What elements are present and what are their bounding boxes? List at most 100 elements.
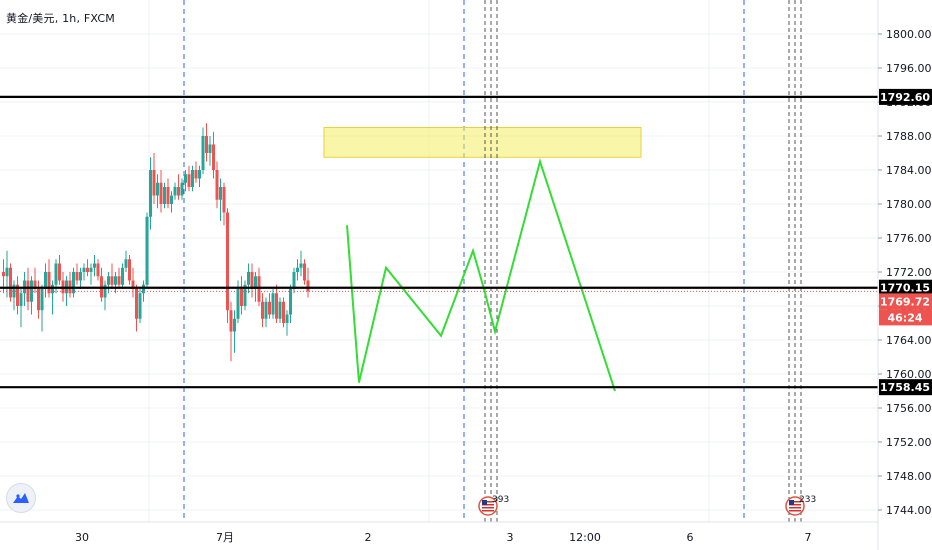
candle-body	[194, 170, 198, 179]
candle-body	[299, 263, 303, 268]
event-lines	[484, 0, 802, 522]
candle-body	[278, 301, 282, 319]
candle-body	[54, 263, 58, 285]
candle-body	[5, 267, 9, 277]
candle-body	[257, 276, 261, 302]
candle-body	[40, 289, 44, 311]
y-tick-label: 1756.00	[886, 402, 932, 415]
candle-body	[177, 187, 180, 196]
us-flag-icon: 233	[785, 495, 816, 516]
flag-stripe	[789, 510, 801, 512]
candle-body	[145, 216, 149, 285]
candle-body	[261, 301, 264, 319]
candle-body	[226, 212, 229, 311]
candle-body	[215, 170, 219, 200]
x-tick-label: 7月	[216, 531, 234, 544]
candle-body	[198, 170, 201, 179]
candle-body	[12, 284, 16, 298]
y-tick-label: 1800.00	[886, 28, 932, 41]
flag-stripe	[482, 507, 494, 509]
candle-body	[201, 136, 205, 170]
candle-body	[271, 293, 275, 315]
candle-body	[131, 280, 135, 289]
y-tick-label: 1744.00	[886, 504, 932, 517]
candle-body	[222, 187, 226, 213]
candle-body	[33, 280, 37, 289]
candle-body	[236, 289, 240, 319]
event-marker-count: 393	[492, 495, 509, 505]
candle-body	[96, 263, 100, 277]
candle-body	[289, 289, 292, 315]
candle-body	[173, 187, 177, 196]
tradingview-icon[interactable]	[6, 483, 36, 513]
y-tick-label: 1776.00	[886, 232, 932, 245]
candle-body	[110, 276, 114, 285]
candle-body	[282, 301, 285, 323]
candle-body	[75, 272, 79, 281]
candle-body	[163, 187, 166, 204]
flag-stripe	[482, 510, 494, 512]
flag-stripe	[789, 507, 801, 509]
level-price-label: 1792.60	[880, 91, 930, 104]
candle-body	[152, 170, 156, 196]
y-tick-label: 1788.00	[886, 130, 932, 143]
candle-body	[296, 267, 299, 272]
symbol-title: 黄金/美元, 1h, FXCM	[6, 12, 115, 25]
candle-body	[135, 289, 138, 319]
candle-body	[93, 263, 96, 268]
candle-body	[124, 259, 128, 268]
y-tick-label: 1748.00	[886, 470, 932, 483]
last-price-tag	[879, 293, 932, 310]
candle-body	[2, 272, 5, 277]
candle-body	[142, 284, 145, 294]
projection-line	[346, 157, 616, 392]
y-tick-label: 1772.00	[886, 266, 932, 279]
level-price-label: 1770.15	[880, 282, 930, 295]
projection-path[interactable]	[346, 157, 616, 392]
candle-body	[82, 267, 86, 272]
candle-body	[184, 174, 187, 183]
x-tick-label: 3	[507, 531, 514, 544]
level-price-tag	[879, 88, 932, 105]
candle-body	[138, 293, 142, 319]
candle-body	[16, 284, 19, 306]
y-tick-label: 1780.00	[886, 198, 932, 211]
candle-body	[306, 280, 310, 292]
countdown-tag	[879, 309, 932, 326]
countdown-label: 46:24	[887, 311, 922, 324]
level-price-label: 1758.45	[880, 381, 930, 394]
flag-stripe	[482, 504, 494, 506]
candle-body	[303, 263, 306, 281]
flag-canton	[789, 500, 794, 505]
y-tick-label: 1784.00	[886, 164, 932, 177]
candle-body	[44, 272, 47, 289]
candle-body	[72, 272, 75, 294]
level-price-tag	[879, 279, 932, 296]
x-tick-label: 12:00	[569, 531, 601, 544]
candle-body	[275, 293, 278, 319]
candle-body	[37, 289, 40, 311]
x-tick-label: 7	[805, 531, 812, 544]
flag-canton	[482, 500, 487, 505]
flag-stripe	[482, 501, 494, 503]
event-markers[interactable]: 393 233	[478, 495, 816, 516]
candle-body	[187, 174, 191, 187]
resistance-zone-box	[323, 127, 642, 158]
candle-body	[121, 267, 124, 285]
resistance-zone[interactable]	[323, 127, 642, 158]
candle-body	[79, 272, 82, 281]
logo-glyph	[13, 493, 29, 503]
candle-body	[212, 144, 215, 170]
candle-body	[128, 259, 131, 281]
candle-body	[89, 267, 93, 272]
candle-body	[86, 267, 89, 272]
y-tick-label: 1796.00	[886, 62, 932, 75]
flag-stripe	[789, 501, 801, 503]
candle-body	[219, 187, 222, 200]
candle-body	[240, 289, 243, 306]
candle-body	[170, 195, 173, 204]
candle-body	[264, 301, 268, 319]
candle-body	[180, 182, 184, 196]
